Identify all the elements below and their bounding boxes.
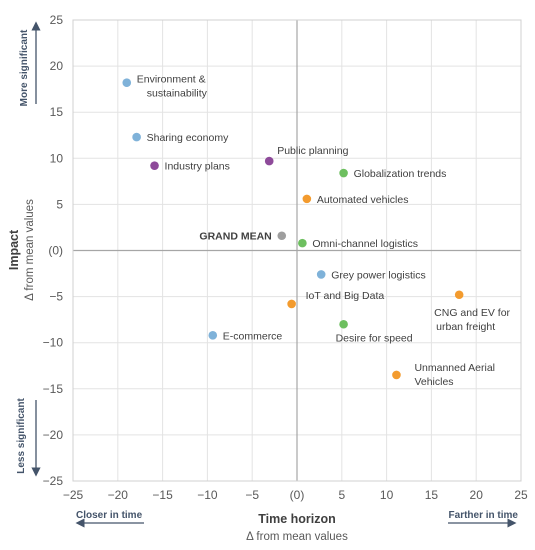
x-tick-label: 10	[380, 488, 394, 502]
point-label: Globalization trends	[354, 168, 447, 180]
x-tick-label: −15	[152, 488, 173, 502]
x-hint-right: Farther in time	[449, 510, 519, 521]
x-tick-label: −20	[108, 488, 129, 502]
data-point	[132, 132, 141, 142]
data-point	[122, 78, 132, 87]
y-tick-label: −25	[43, 474, 64, 488]
data-point	[208, 331, 218, 340]
data-point	[339, 319, 348, 329]
y-axis-subtitle: Δ from mean values	[24, 199, 36, 301]
y-hint-top: More significant	[19, 29, 30, 106]
data-point	[277, 231, 287, 241]
point-label: Desire for speed	[336, 332, 413, 344]
plot-frame	[72, 19, 522, 482]
y-tick-label: 20	[50, 59, 64, 73]
data-points: Environment & sustainability Sharing econo…	[122, 74, 511, 388]
y-tick-label: 10	[50, 151, 64, 165]
x-tick-label: 20	[470, 488, 484, 502]
x-tick-label: −25	[63, 488, 84, 502]
y-hint-bottom: Less significant	[16, 398, 27, 474]
data-point	[264, 156, 274, 166]
point-label: Environment &	[137, 74, 206, 86]
data-point	[150, 161, 159, 170]
y-axis-title: Impact	[7, 229, 21, 270]
data-point	[454, 290, 464, 300]
point-label: Vehicles	[414, 376, 453, 388]
point-label: Automated vehicles	[317, 194, 409, 206]
x-tick-label: 25	[514, 488, 528, 502]
point-label: Industry plans	[165, 161, 230, 173]
y-tick-label: −10	[43, 336, 64, 350]
data-point	[316, 270, 326, 279]
point-label: urban freight	[436, 321, 495, 333]
point-label: IoT and Big Data	[306, 290, 385, 302]
x-tick-label: −5	[245, 488, 259, 502]
x-tick-label: 5	[338, 488, 345, 502]
y-tick-label: −15	[43, 382, 64, 396]
y-tick-label: 15	[50, 105, 64, 119]
x-tick-label: 15	[425, 488, 439, 502]
point-label: Unmanned Aerial	[414, 362, 495, 374]
data-point	[392, 370, 401, 380]
data-point	[339, 168, 348, 178]
x-axis-subtitle: Δ from mean values	[246, 531, 348, 543]
data-point	[302, 194, 312, 204]
x-hint-left: Closer in time	[76, 510, 143, 521]
tick-labels: −25 −20 −15 −10 −5 (0) 5 10 15 20 25 25 20 15 10 5 (0) −5…	[43, 13, 528, 502]
x-tick-label: (0)	[290, 488, 305, 502]
y-tick-label: 25	[50, 13, 64, 27]
point-label: CNG and EV for	[434, 307, 510, 319]
y-tick-label: (0)	[48, 244, 63, 258]
data-point	[287, 299, 296, 309]
point-label: sustainability	[147, 88, 208, 100]
x-tick-label: −10	[197, 488, 218, 502]
point-label: Sharing economy	[147, 132, 229, 144]
point-label: Public planning	[277, 145, 348, 157]
point-label: Grey power logistics	[331, 269, 426, 281]
y-tick-label: −5	[49, 290, 63, 304]
point-label: Omni-channel logistics	[312, 238, 418, 250]
x-axis-title: Time horizon	[258, 512, 336, 526]
point-label: E-commerce	[223, 330, 283, 342]
point-label: GRAND MEAN	[199, 231, 271, 243]
y-tick-label: −20	[43, 428, 64, 442]
y-tick-label: 5	[56, 197, 63, 211]
data-point	[298, 238, 307, 248]
axes	[72, 19, 522, 482]
